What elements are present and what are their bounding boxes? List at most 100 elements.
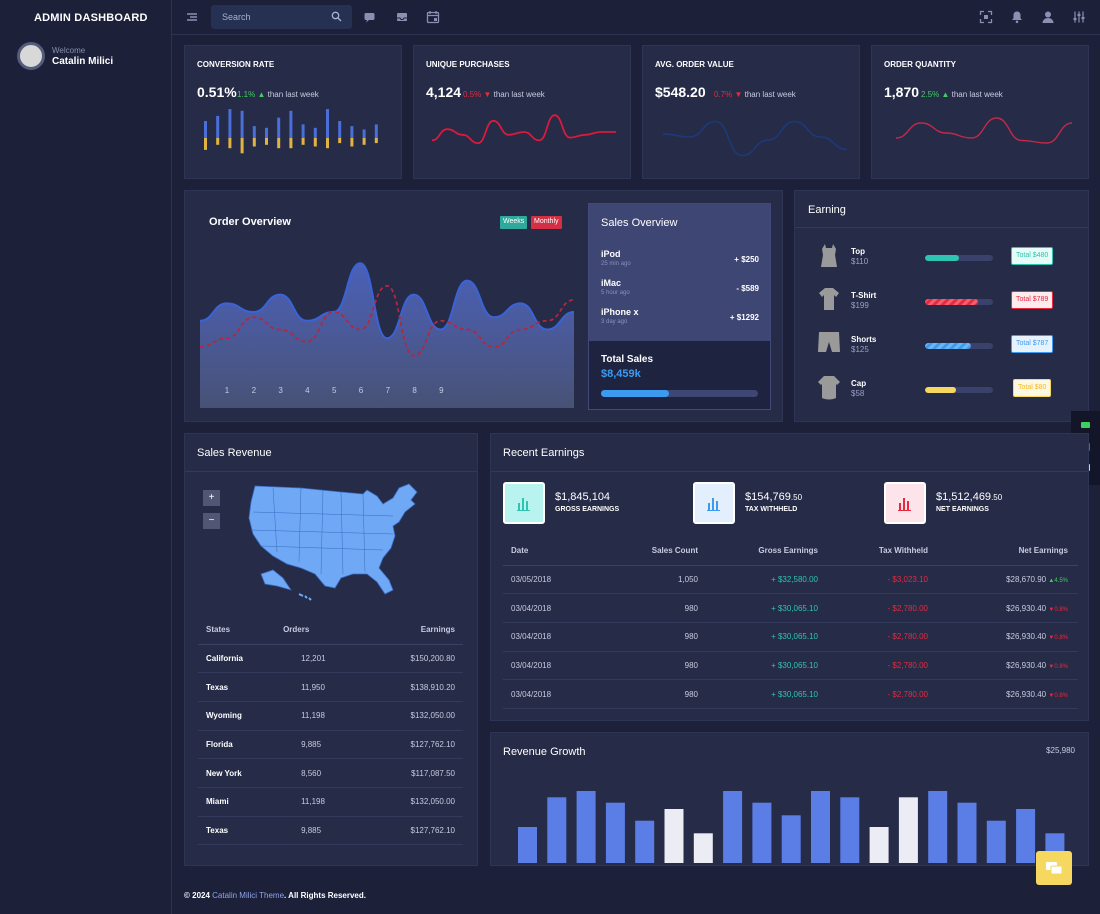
cell-orders: 9,885 — [283, 816, 364, 846]
map-zoom-in-button[interactable]: + — [203, 490, 220, 506]
arrow-down-icon: ▼ — [1048, 663, 1055, 670]
weeks-toggle[interactable]: Weeks — [500, 216, 528, 229]
earning-item[interactable]: Top $110 Total $480 — [795, 241, 1088, 281]
chart-bar-negative — [252, 138, 256, 147]
sales-item[interactable]: iPhone x 3 day ago + $1292 — [601, 307, 759, 325]
sales-revenue-card: Sales Revenue + − States Orders Earnings… — [184, 433, 478, 866]
search-input[interactable]: Search — [211, 5, 352, 29]
table-row[interactable]: Florida 9,885 $127,762.10 — [198, 730, 463, 760]
cell-earnings: $132,050.00 — [363, 701, 463, 731]
col-tax-withheld[interactable]: Tax Withheld — [818, 537, 928, 566]
cell-earnings: $138,910.20 — [363, 672, 463, 702]
table-row[interactable]: 03/04/2018 980 + $30,065.10- $2,780.00 $26,… — [503, 622, 1078, 652]
chart-bar-positive — [228, 109, 232, 138]
topbar: Search — [172, 0, 1100, 35]
revenue-growth-bar-chart — [518, 791, 1065, 863]
inbox-icon[interactable] — [395, 10, 409, 24]
order-overview-area-chart: 1 2 3 4 5 6 7 8 9 — [200, 262, 574, 408]
search-icon[interactable] — [331, 11, 342, 22]
user-icon[interactable] — [1041, 10, 1055, 24]
table-row[interactable]: 03/04/2018 980 + $30,065.10- $2,780.00 $26,… — [503, 679, 1078, 709]
monthly-toggle[interactable]: Monthly — [531, 216, 562, 229]
chart-line — [896, 117, 1072, 144]
welcome-label: Welcome — [52, 45, 86, 55]
chart-bar-negative — [265, 138, 268, 145]
chart-bar-negative — [289, 138, 293, 149]
table-row[interactable]: Wyoming 11,198 $132,050.00 — [198, 701, 463, 731]
cell-sales-count: 980 — [603, 622, 698, 652]
earning-progress-fill — [925, 343, 972, 349]
col-date[interactable]: Date — [503, 537, 603, 566]
money-icon[interactable] — [1081, 422, 1090, 428]
earning-progress — [925, 343, 993, 349]
sales-revenue-table: States Orders Earnings California 12,201 $… — [198, 616, 463, 846]
kpi-change-value: 1.1% — [237, 90, 256, 99]
kpi-title: ORDER QUANTITY — [884, 60, 956, 69]
sales-item[interactable]: iMac 5 hour ago - $589 — [601, 278, 759, 296]
summary-amount-value: $1,512,469 — [936, 491, 992, 503]
x-tick-label: 9 — [439, 386, 444, 395]
chart-bar-negative — [313, 138, 317, 147]
table-row[interactable]: Texas 11,950 $138,910.20 — [198, 672, 463, 702]
summary-label: GROSS EARNINGS — [555, 506, 620, 513]
chart-bar-negative — [326, 138, 329, 149]
kpi-value: 0.51% — [197, 84, 237, 100]
arrow-down-icon: ▼ — [1048, 606, 1055, 613]
cell-date: 03/04/2018 — [503, 622, 603, 652]
cell-earnings: $117,087.50 — [363, 758, 463, 788]
revenue-bar — [898, 797, 918, 863]
table-row[interactable]: New York 8,560 $117,087.50 — [198, 758, 463, 788]
user-profile[interactable]: Welcome Catalin Milici — [0, 35, 171, 70]
chart-bar-negative — [362, 138, 366, 145]
chat-icon[interactable] — [363, 10, 377, 24]
chart-bar-positive — [374, 124, 378, 138]
cell-date: 03/04/2018 — [503, 679, 603, 709]
usa-map[interactable] — [243, 482, 423, 602]
menu-toggle-icon[interactable] — [185, 10, 199, 24]
table-row[interactable]: 03/04/2018 980 + $30,065.10- $2,780.00 $26,… — [503, 593, 1078, 623]
cell-net-earnings: $26,930.40 ▼0.8% — [928, 679, 1078, 709]
cell-gross-earnings: + $32,580.00 — [698, 565, 818, 595]
earning-item[interactable]: T-Shirt $199 Total $789 — [795, 285, 1088, 325]
brand-title[interactable]: ADMIN DASHBOARD — [34, 11, 148, 24]
earning-progress-fill — [925, 299, 979, 305]
cell-date: 03/04/2018 — [503, 651, 603, 681]
net-delta: 4.5% — [1054, 577, 1068, 584]
notification-bell-icon[interactable] — [1010, 10, 1024, 24]
col-states[interactable]: States — [198, 616, 284, 645]
footer-theme-link[interactable]: Catalin Milici Theme — [212, 891, 285, 900]
calendar-icon[interactable] — [426, 10, 440, 24]
fullscreen-icon[interactable] — [979, 10, 993, 24]
table-row[interactable]: Texas 9,885 $127,762.10 — [198, 816, 463, 846]
earning-item[interactable]: Shorts $125 Total $787 — [795, 329, 1088, 369]
map-zoom-out-button[interactable]: − — [203, 513, 220, 529]
sidebar: ADMIN DASHBOARD Welcome Catalin Milici — [0, 0, 172, 914]
table-row[interactable]: California 12,201 $150,200.80 — [198, 644, 463, 674]
col-orders[interactable]: Orders — [283, 616, 364, 645]
kpi-change: 0.5% ▼ than last week — [463, 90, 545, 99]
summary-amount-cents: .50 — [991, 493, 1003, 502]
table-row[interactable]: 03/05/2018 1,050 + $32,580.00- $3,023.10 $2… — [503, 565, 1078, 595]
col-gross-earnings[interactable]: Gross Earnings — [698, 537, 818, 566]
revenue-bar — [840, 797, 860, 863]
net-value: $26,930.40 — [1006, 660, 1047, 670]
cell-orders: 9,885 — [283, 730, 364, 760]
kpi-change: 1.1% ▲ than last week — [237, 90, 319, 99]
sales-item[interactable]: iPod 25 min ago + $250 — [601, 249, 759, 267]
earning-item[interactable]: Cap $58 Total $80 — [795, 373, 1088, 413]
arrow-down-icon: ▼ — [1048, 692, 1055, 699]
table-row[interactable]: Miami 11,198 $132,050.00 — [198, 787, 463, 817]
arrow-up-icon: ▲ — [941, 90, 950, 99]
user-name: Catalin Milici — [52, 55, 114, 67]
chart-bar-negative — [350, 138, 354, 147]
chat-button[interactable] — [1036, 851, 1072, 885]
col-sales-count[interactable]: Sales Count — [603, 537, 698, 566]
table-row[interactable]: 03/04/2018 980 + $30,065.10- $2,780.00 $26,… — [503, 651, 1078, 681]
order-quantity-line-chart — [896, 117, 1072, 144]
col-earnings[interactable]: Earnings — [363, 616, 463, 645]
chart-bar-negative — [240, 138, 244, 154]
avatar[interactable] — [17, 42, 45, 70]
settings-sliders-icon[interactable] — [1072, 10, 1086, 24]
cell-gross-earnings: + $30,065.10 — [698, 593, 818, 623]
col-net-earnings[interactable]: Net Earnings — [928, 537, 1078, 566]
